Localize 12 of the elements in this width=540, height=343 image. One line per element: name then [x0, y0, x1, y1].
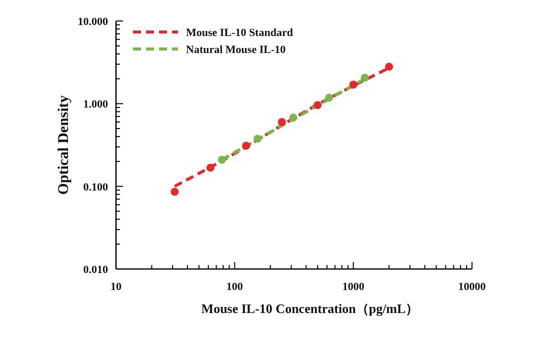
- y-axis-title: Optical Density: [56, 94, 72, 195]
- y-tick-label: 0.100: [83, 181, 108, 194]
- legend-label: Natural Mouse IL-10: [186, 44, 286, 56]
- x-tick-label: 100: [226, 281, 244, 293]
- y-tick-label: 0.010: [83, 264, 108, 276]
- x-axis-title: Mouse IL-10 Concentration（pg/mL）: [201, 301, 419, 316]
- x-tick-label: 10: [110, 281, 122, 293]
- y-tick-label: 1.000: [83, 98, 108, 111]
- legend-label: Mouse IL-10 Standard: [186, 27, 293, 39]
- y-tick-label: 10.000: [78, 16, 108, 28]
- x-tick-label: 1000: [342, 281, 365, 293]
- x-tick-label: 10000: [458, 281, 486, 293]
